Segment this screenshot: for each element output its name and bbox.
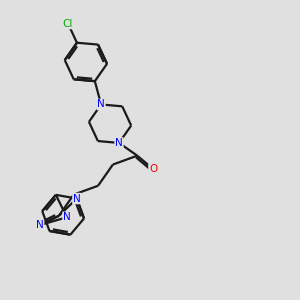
Text: Cl: Cl — [63, 19, 73, 28]
Text: N: N — [97, 100, 105, 110]
Text: N: N — [63, 212, 71, 222]
Text: N: N — [36, 220, 44, 230]
Text: N: N — [73, 194, 81, 203]
Text: N: N — [115, 138, 123, 148]
Text: O: O — [149, 164, 157, 174]
